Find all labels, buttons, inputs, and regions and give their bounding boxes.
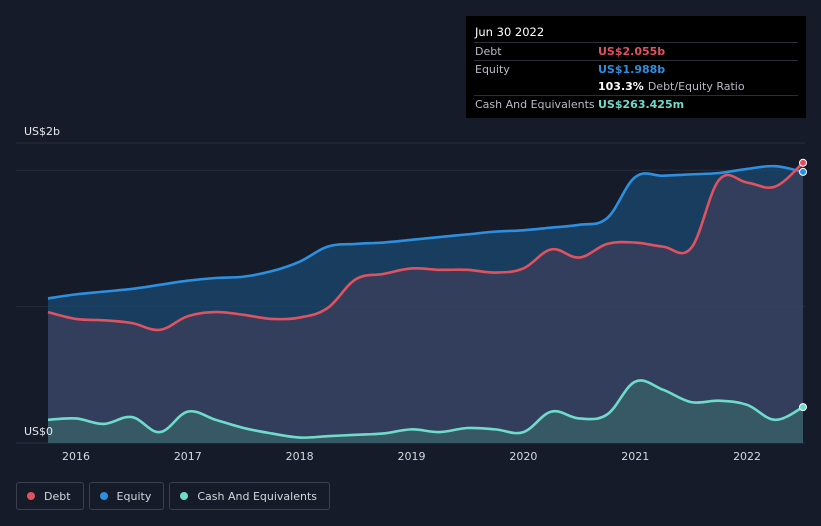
tooltip-row-cash: Cash And Equivalents US$263.425m	[474, 95, 798, 113]
tooltip-cash-value: US$263.425m	[598, 98, 685, 111]
x-tick-label: 2017	[174, 450, 202, 463]
equity-end-marker	[799, 167, 807, 176]
legend-item-cash[interactable]: Cash And Equivalents	[169, 482, 330, 510]
data-tooltip: Jun 30 2022 Debt US$2.055b Equity US$1.9…	[466, 16, 806, 118]
legend-equity-label: Equity	[116, 489, 152, 503]
equity-line	[47, 164, 804, 300]
x-tick-label: 2018	[286, 450, 314, 463]
tooltip-cash-label: Cash And Equivalents	[475, 98, 595, 111]
debt-line	[47, 161, 804, 332]
tooltip-ratio-label: Debt/Equity Ratio	[647, 80, 745, 93]
series-lines	[47, 161, 804, 439]
legend-cash-label: Cash And Equivalents	[197, 489, 317, 503]
tooltip-ratio-value: 103.3%	[598, 80, 644, 93]
cash-and-equivalents-line	[47, 379, 804, 439]
x-tick-label: 2020	[509, 450, 537, 463]
x-axis-ticks: 2016 2017 2018 2019 2020 2021 2022	[62, 450, 761, 463]
tooltip-row-ratio: 103.3% Debt/Equity Ratio	[474, 78, 798, 95]
x-tick-label: 2016	[62, 450, 90, 463]
y-axis-bottom-label: US$0	[24, 425, 54, 438]
tooltip-equity-label: Equity	[475, 63, 510, 76]
y-axis-top-label: US$2b	[24, 125, 61, 138]
x-tick-label: 2019	[398, 450, 426, 463]
debt-dot-icon	[27, 492, 35, 500]
debt-end-marker	[799, 158, 807, 167]
end-markers	[799, 158, 807, 412]
tooltip-debt-label: Debt	[475, 45, 502, 58]
x-tick-label: 2021	[621, 450, 649, 463]
chart-legend: Debt Equity Cash And Equivalents	[16, 482, 330, 510]
tooltip-row-debt: Debt US$2.055b	[474, 42, 798, 60]
tooltip-row-equity: Equity US$1.988b	[474, 60, 798, 78]
tooltip-equity-value: US$1.988b	[598, 63, 666, 76]
legend-debt-label: Debt	[44, 489, 71, 503]
cash-and-equivalents-end-marker	[799, 403, 807, 412]
legend-item-debt[interactable]: Debt	[16, 482, 84, 510]
debt-area	[48, 162, 803, 444]
tooltip-debt-value: US$2.055b	[598, 45, 666, 58]
legend-item-equity[interactable]: Equity	[88, 482, 165, 510]
tooltip-date: Jun 30 2022	[475, 25, 545, 39]
tooltip-ratio-spacer	[474, 78, 598, 95]
x-tick-label: 2022	[733, 450, 761, 463]
equity-dot-icon	[99, 492, 108, 500]
cash-dot-icon	[180, 492, 189, 500]
